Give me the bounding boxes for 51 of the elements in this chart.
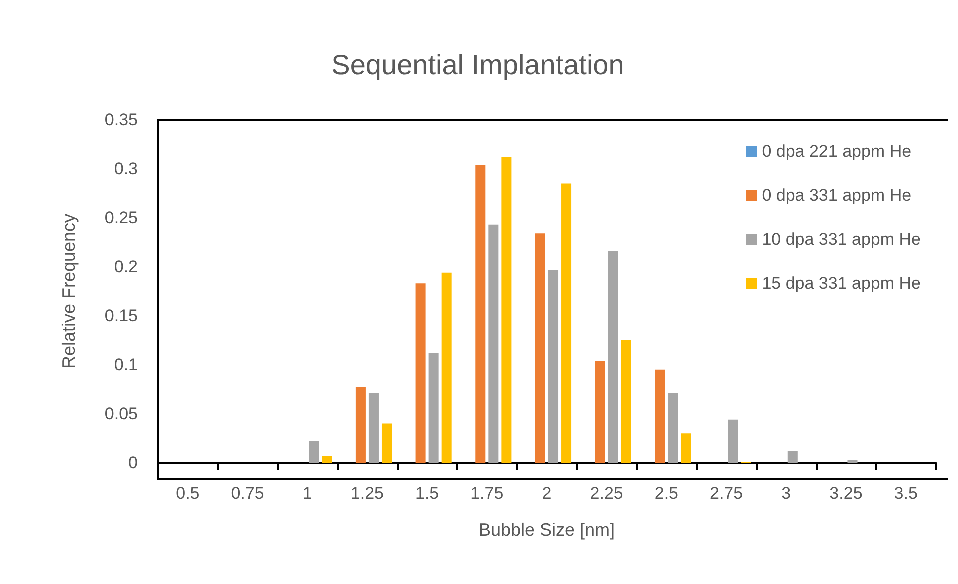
bar: [668, 393, 678, 463]
x-tick-label: 1.75: [470, 484, 504, 503]
bar: [476, 165, 486, 463]
x-tick-label: 1: [302, 484, 312, 503]
bar: [562, 184, 572, 463]
bar: [356, 388, 366, 463]
bar: [655, 370, 666, 463]
bar: [382, 424, 392, 463]
x-tick-label: 0.75: [231, 484, 264, 503]
x-tick-label: 3.25: [830, 484, 863, 503]
bar: [416, 284, 426, 463]
y-tick-label: 0.1: [114, 356, 138, 374]
y-tick-label: 0.25: [104, 208, 138, 228]
y-tick-label: 0: [128, 454, 138, 472]
legend-label: 0 dpa 221 appm He: [762, 142, 912, 161]
bar: [595, 361, 606, 463]
bar: [848, 460, 858, 463]
bar: [728, 420, 738, 463]
x-tick-label: 1.25: [350, 484, 384, 503]
bar: [309, 441, 320, 463]
bar: [608, 251, 618, 463]
bar: [322, 456, 332, 463]
bar: [681, 434, 692, 463]
y-tick-label: 0.3: [114, 160, 138, 178]
x-tick-label: 2.5: [654, 484, 679, 503]
y-tick-label: 0.2: [114, 258, 138, 276]
x-tick-label: 1.5: [415, 484, 440, 503]
bar: [502, 157, 512, 463]
x-tick-label: 0.5: [176, 484, 200, 503]
x-tick-label: 2: [542, 484, 552, 503]
x-tick-label: 2.75: [710, 484, 744, 503]
x-tick-label: 3: [782, 484, 792, 503]
y-tick-label: 0.35: [104, 110, 138, 130]
bar: [488, 224, 499, 463]
y-tick-label: 0.05: [104, 404, 138, 424]
bar: [428, 353, 439, 463]
legend-label: 10 dpa 331 appm He: [762, 230, 922, 249]
legend-label: 0 dpa 331 appm He: [762, 186, 912, 205]
y-tick-label: 0.15: [104, 306, 138, 326]
bar: [442, 272, 452, 463]
x-tick-label: 3.5: [894, 484, 918, 503]
chart-title: Sequential Implantation: [332, 50, 624, 80]
legend-label: 15 dpa 331 appm He: [762, 274, 922, 293]
x-axis-title: Bubble Size [nm]: [478, 520, 616, 540]
bar: [621, 340, 632, 463]
bar: [788, 451, 798, 463]
bar: [535, 234, 546, 463]
bar: [548, 270, 559, 463]
bar: [368, 393, 379, 463]
x-tick-label: 2.25: [590, 484, 624, 503]
y-axis-title: Relative Frequency: [59, 214, 79, 370]
